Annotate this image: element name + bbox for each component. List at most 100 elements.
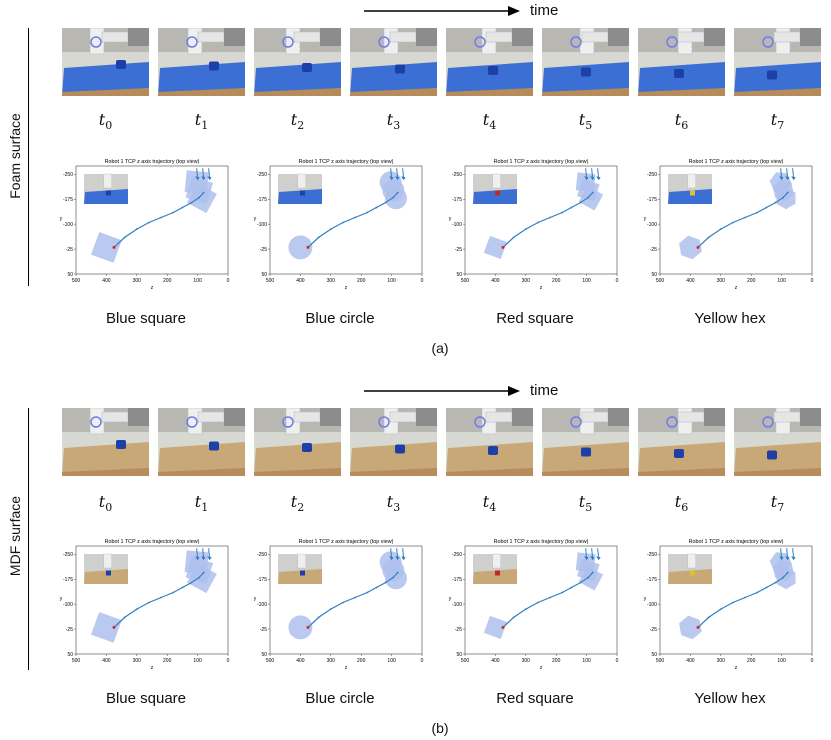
trajectory-point — [587, 576, 590, 579]
object-caption: Yellow hex — [694, 690, 766, 707]
push-arrow — [202, 168, 205, 179]
trajectory-point — [512, 236, 515, 239]
trajectory-point — [148, 221, 150, 224]
push-arrow — [402, 548, 405, 559]
trajectory-point — [135, 228, 138, 231]
x-tick-label: 300 — [717, 658, 726, 664]
push-arrow — [792, 168, 795, 179]
trajectory-line — [697, 572, 789, 628]
x-tick-label: 500 — [461, 658, 470, 664]
y-tick-label: -250 — [452, 552, 462, 558]
x-tick-label: 400 — [491, 658, 500, 664]
object-footprint — [679, 235, 702, 260]
y-tick-label: -25 — [650, 627, 657, 633]
plot-title: Robot 1 TCP z axis trajectory (top view) — [299, 159, 394, 165]
robot-frame-photo — [350, 408, 437, 476]
y-tick-label: -25 — [260, 247, 267, 253]
object-caption: Blue square — [105, 690, 187, 707]
trajectory-point — [160, 596, 163, 599]
object-footprint — [187, 563, 217, 594]
trajectory-point — [396, 571, 399, 574]
time-arrow — [364, 6, 520, 16]
push-arrow — [786, 168, 789, 179]
trajectory-point — [732, 221, 734, 224]
push-arrow — [396, 168, 399, 179]
trajectory-point — [579, 581, 582, 584]
trajectory-line — [307, 572, 399, 628]
object-footprint — [483, 235, 507, 259]
start-marker — [112, 245, 116, 249]
trajectory-point — [366, 211, 369, 214]
x-tick-label: 400 — [296, 658, 305, 664]
y-tick-label: -175 — [257, 577, 267, 583]
trajectory-point — [774, 201, 777, 204]
y-tick-label: -175 — [257, 197, 267, 203]
start-marker — [306, 625, 310, 629]
x-tick-label: 300 — [327, 278, 336, 284]
trajectory-point — [782, 576, 785, 579]
robot-frame-photo — [158, 408, 245, 476]
trajectory-plot: Robot 1 TCP z axis trajectory (top view)… — [449, 539, 619, 671]
time-step-label: t4 — [482, 110, 497, 133]
start-marker — [501, 245, 505, 249]
trajectory-point — [160, 216, 163, 219]
trajectory-point — [181, 586, 184, 589]
y-axis-label: y — [644, 216, 647, 222]
x-tick-label: 400 — [102, 278, 111, 284]
trajectory-point — [198, 576, 201, 579]
x-tick-label: 300 — [133, 278, 142, 284]
y-tick-label: -250 — [63, 172, 73, 178]
y-axis-label: y — [254, 216, 257, 222]
y-tick-label: -100 — [452, 602, 462, 608]
y-axis-label: y — [60, 216, 63, 222]
y-tick-label: -250 — [647, 552, 657, 558]
x-tick-label: 100 — [582, 278, 591, 284]
trajectory-point — [198, 196, 201, 199]
robot-frame-photo — [638, 408, 725, 476]
time-step-label: t3 — [386, 492, 401, 515]
time-step-label: t0 — [98, 110, 113, 133]
start-marker — [306, 245, 310, 249]
object-footprint — [187, 183, 217, 214]
x-axis-label: z — [540, 285, 543, 291]
panel-caption-b: (b) — [431, 720, 449, 736]
trajectory-point — [375, 586, 378, 589]
x-tick-label: 200 — [552, 658, 561, 664]
trajectory-point — [524, 228, 527, 231]
trajectory-point — [135, 608, 138, 611]
push-arrow — [786, 548, 789, 559]
trajectory-point — [202, 191, 205, 194]
x-tick-label: 100 — [387, 658, 396, 664]
x-tick-label: 500 — [266, 658, 275, 664]
y-tick-label: -175 — [452, 577, 462, 583]
push-arrow — [196, 548, 199, 559]
object-footprint — [578, 186, 604, 211]
y-tick-label: -175 — [647, 197, 657, 203]
trajectory-point — [202, 571, 205, 574]
time-step-label: t7 — [770, 110, 785, 133]
x-tick-label: 100 — [582, 658, 591, 664]
object-footprint — [384, 567, 407, 590]
trajectory-point — [181, 206, 184, 209]
robot-frame-photo — [446, 408, 533, 476]
object-footprint — [384, 187, 407, 210]
y-tick-label: 50 — [651, 272, 657, 278]
robot-frame-photo — [734, 28, 821, 96]
trajectory-point — [707, 236, 710, 239]
trajectory-point — [587, 196, 590, 199]
y-tick-label: -100 — [257, 602, 267, 608]
plot-title: Robot 1 TCP z axis trajectory (top view) — [689, 159, 784, 165]
y-tick-label: -25 — [455, 247, 462, 253]
trajectory-line — [502, 192, 594, 248]
object-caption: Blue circle — [305, 690, 375, 707]
time-step-label: t2 — [290, 110, 305, 133]
x-tick-label: 0 — [421, 278, 424, 284]
plot-title: Robot 1 TCP z axis trajectory (top view) — [105, 159, 200, 165]
y-tick-label: 50 — [456, 272, 462, 278]
y-tick-label: -250 — [257, 172, 267, 178]
trajectory-point — [591, 571, 594, 574]
trajectory-point — [570, 586, 573, 589]
trajectory-point — [524, 608, 527, 611]
trajectory-point — [384, 581, 387, 584]
push-arrow — [390, 168, 393, 179]
